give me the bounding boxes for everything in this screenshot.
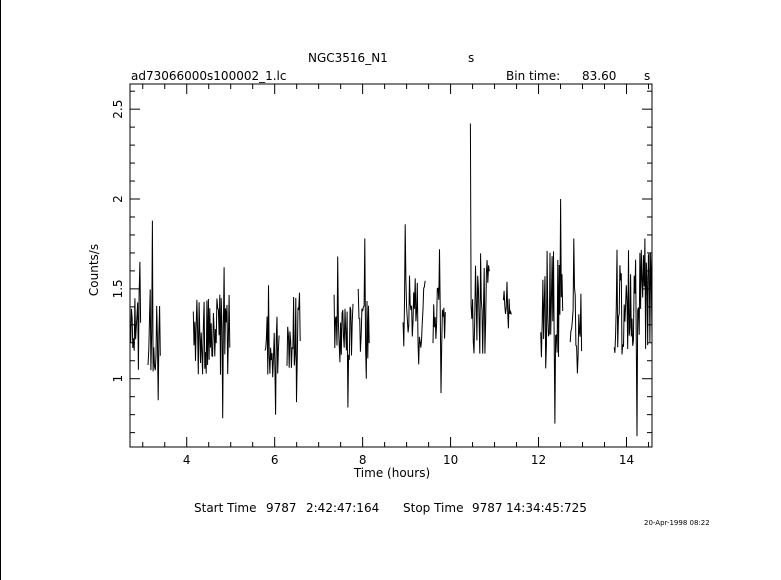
light-curve-segment xyxy=(147,220,161,401)
x-tick-label: 4 xyxy=(183,453,191,467)
light-curve-segment xyxy=(469,123,490,354)
y-axis-label: Counts/s xyxy=(87,244,101,296)
light-curve-segment xyxy=(540,198,564,424)
start-day: 9787 xyxy=(266,501,297,515)
y-tick-label: 2 xyxy=(111,195,125,203)
x-tick-label: 8 xyxy=(359,453,367,467)
stop-time-label: Stop Time xyxy=(403,501,464,515)
start-time-label: Start Time xyxy=(194,501,257,515)
light-curve-segment xyxy=(569,238,583,374)
filename-label: ad73066000s100002_1.lc xyxy=(131,69,287,83)
x-axis-label: Time (hours) xyxy=(353,466,430,480)
object-name: NGC3516_N1 xyxy=(308,51,388,65)
light-curve-segment xyxy=(357,238,370,379)
y-tick-label: 1.5 xyxy=(111,279,125,298)
light-curve-segment xyxy=(264,285,280,415)
light-curve-segment xyxy=(129,261,142,370)
x-tick-label: 12 xyxy=(531,453,546,467)
light-curve-series xyxy=(129,123,653,437)
stop-day: 9787 xyxy=(472,501,503,515)
x-tick-label: 10 xyxy=(443,453,458,467)
bin-time-label: Bin time: xyxy=(506,69,561,83)
x-tick-label: 14 xyxy=(619,453,634,467)
plot-frame xyxy=(129,83,653,448)
date-stamp: 20-Apr-1998 08:22 xyxy=(644,519,710,527)
light-curve-segment xyxy=(613,238,653,437)
y-tick-label: 1 xyxy=(111,375,125,383)
light-curve-segment xyxy=(502,281,512,329)
object-unit: s xyxy=(468,51,475,65)
window-left-border xyxy=(0,0,1,580)
bin-time-value: 83.60 xyxy=(582,69,617,83)
light-curve-segment xyxy=(333,256,354,408)
start-time-value: 2:42:47:164 xyxy=(306,501,380,515)
light-curve-segment xyxy=(402,224,426,365)
axis-ticks xyxy=(130,84,652,447)
light-curve-segment xyxy=(432,249,446,394)
x-tick-label: 6 xyxy=(271,453,279,467)
bin-time-unit: s xyxy=(644,69,651,83)
light-curve-segment xyxy=(192,267,231,419)
light-curve-segment xyxy=(286,292,301,403)
y-tick-label: 2.5 xyxy=(111,100,125,119)
y-tick-labels: 1 1.5 2 2.5 xyxy=(111,100,125,383)
stop-time-value: 14:34:45:725 xyxy=(506,501,587,515)
x-tick-labels: 4 6 8 10 12 14 xyxy=(183,453,634,467)
